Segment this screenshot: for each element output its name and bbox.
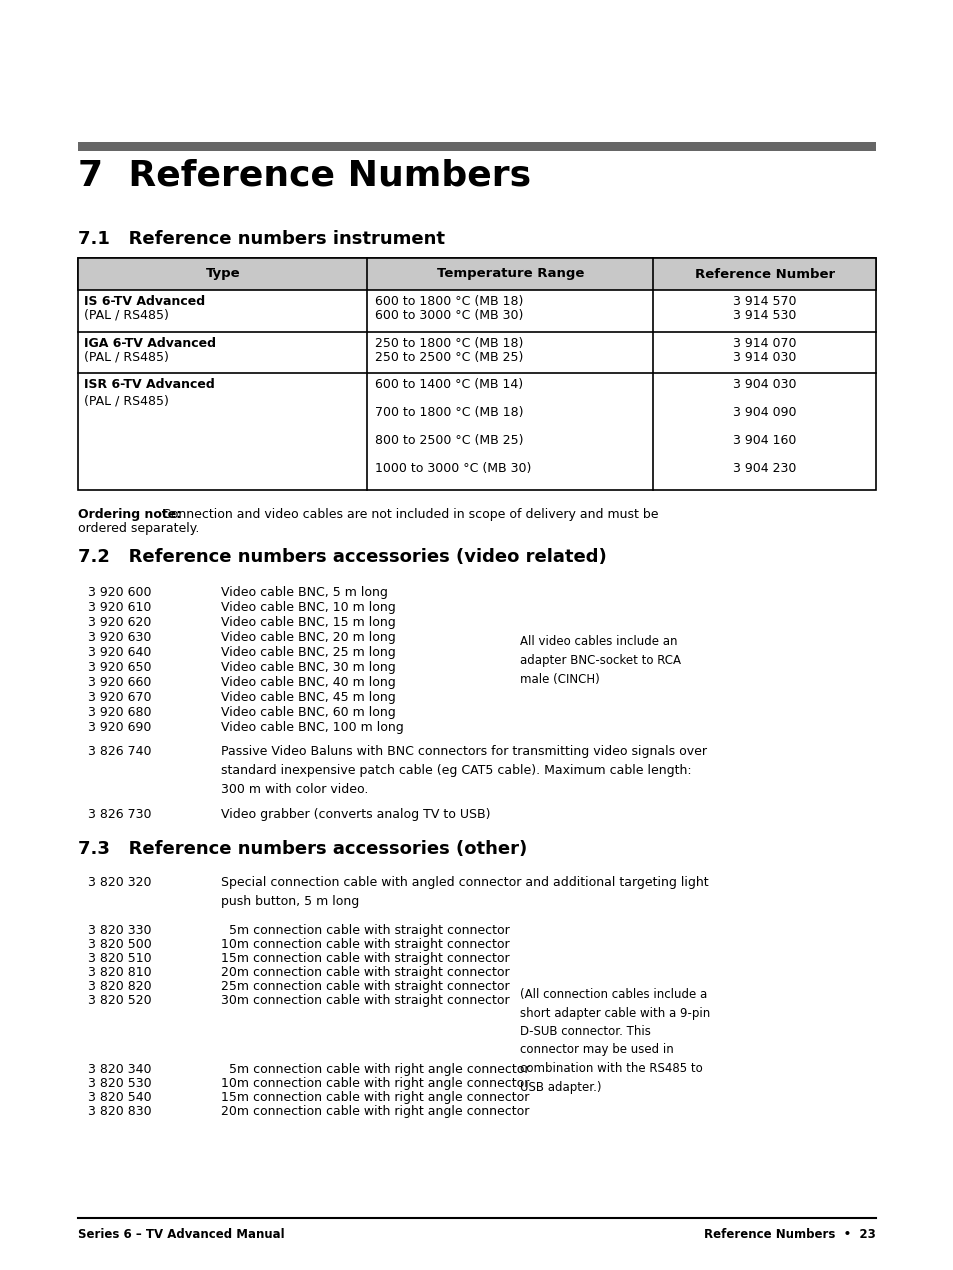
Text: 7.3   Reference numbers accessories (other): 7.3 Reference numbers accessories (other… [78, 839, 527, 859]
Text: 7.1   Reference numbers instrument: 7.1 Reference numbers instrument [78, 230, 445, 248]
Text: 3 914 070: 3 914 070 [732, 337, 796, 351]
Text: ISR 6-TV Advanced: ISR 6-TV Advanced [84, 378, 214, 391]
Text: 7.2   Reference numbers accessories (video related): 7.2 Reference numbers accessories (video… [78, 547, 606, 566]
Text: 800 to 2500 °C (MB 25): 800 to 2500 °C (MB 25) [375, 434, 523, 447]
Text: IS 6-TV Advanced: IS 6-TV Advanced [84, 295, 205, 309]
Text: 3 920 680: 3 920 680 [88, 706, 152, 719]
Text: ordered separately.: ordered separately. [78, 522, 199, 535]
Text: 3 914 030: 3 914 030 [732, 351, 796, 364]
Text: 600 to 1400 °C (MB 14): 600 to 1400 °C (MB 14) [375, 378, 523, 391]
Text: 20m connection cable with straight connector: 20m connection cable with straight conne… [221, 966, 510, 979]
Text: Video cable BNC, 30 m long: Video cable BNC, 30 m long [221, 660, 395, 674]
Text: 600 to 1800 °C (MB 18): 600 to 1800 °C (MB 18) [375, 295, 523, 309]
Text: 15m connection cable with straight connector: 15m connection cable with straight conne… [221, 952, 510, 965]
Text: Video cable BNC, 20 m long: Video cable BNC, 20 m long [221, 631, 395, 644]
Text: (All connection cables include a
short adapter cable with a 9-pin
D-SUB connecto: (All connection cables include a short a… [519, 988, 709, 1093]
Text: Video cable BNC, 10 m long: Video cable BNC, 10 m long [221, 601, 395, 613]
Text: 250 to 1800 °C (MB 18): 250 to 1800 °C (MB 18) [375, 337, 523, 351]
Text: 3 826 730: 3 826 730 [88, 808, 152, 820]
Text: Video cable BNC, 40 m long: Video cable BNC, 40 m long [221, 676, 395, 690]
Text: 3 920 670: 3 920 670 [88, 691, 152, 704]
Text: 3 820 540: 3 820 540 [88, 1091, 152, 1104]
Bar [78, 258, 875, 490]
Text: 3 826 740: 3 826 740 [88, 745, 152, 758]
Text: 250 to 2500 °C (MB 25): 250 to 2500 °C (MB 25) [375, 351, 523, 364]
Text: Video grabber (converts analog TV to USB): Video grabber (converts analog TV to USB… [221, 808, 490, 820]
Text: Connection and video cables are not included in scope of delivery and must be: Connection and video cables are not incl… [158, 508, 658, 521]
Text: (PAL / RS485): (PAL / RS485) [84, 309, 169, 323]
Text: 15m connection cable with right angle connector: 15m connection cable with right angle co… [221, 1091, 529, 1104]
Text: 25m connection cable with straight connector: 25m connection cable with straight conne… [221, 980, 510, 993]
Text: 3 920 660: 3 920 660 [88, 676, 151, 690]
Text: 3 920 640: 3 920 640 [88, 646, 151, 659]
Text: Type: Type [205, 268, 240, 281]
Text: 3 820 500: 3 820 500 [88, 939, 152, 951]
Text: Video cable BNC, 45 m long: Video cable BNC, 45 m long [221, 691, 395, 704]
Text: Reference Number: Reference Number [694, 268, 834, 281]
Text: IGA 6-TV Advanced: IGA 6-TV Advanced [84, 337, 216, 351]
Text: 1000 to 3000 °C (MB 30): 1000 to 3000 °C (MB 30) [375, 462, 531, 475]
Text: 30m connection cable with straight connector: 30m connection cable with straight conne… [221, 994, 510, 1007]
Text: 3 914 530: 3 914 530 [732, 309, 796, 323]
Text: 10m connection cable with right angle connector: 10m connection cable with right angle co… [221, 1077, 529, 1090]
Text: 5m connection cable with right angle connector: 5m connection cable with right angle con… [221, 1063, 529, 1076]
Text: 10m connection cable with straight connector: 10m connection cable with straight conne… [221, 939, 510, 951]
Text: (PAL / RS485): (PAL / RS485) [84, 351, 169, 364]
Text: Video cable BNC, 15 m long: Video cable BNC, 15 m long [221, 616, 395, 629]
Text: 3 904 160: 3 904 160 [732, 434, 796, 447]
Text: 3 904 090: 3 904 090 [732, 406, 796, 419]
Text: 7  Reference Numbers: 7 Reference Numbers [78, 157, 531, 192]
Text: 3 820 810: 3 820 810 [88, 966, 152, 979]
Text: 3 904 230: 3 904 230 [732, 462, 796, 475]
Text: 3 820 830: 3 820 830 [88, 1105, 152, 1118]
Text: 3 820 330: 3 820 330 [88, 925, 152, 937]
Text: 3 920 690: 3 920 690 [88, 721, 151, 734]
Text: 3 914 570: 3 914 570 [732, 295, 796, 309]
Text: Temperature Range: Temperature Range [436, 268, 583, 281]
Text: Video cable BNC, 5 m long: Video cable BNC, 5 m long [221, 585, 388, 599]
Text: Reference Numbers  •  23: Reference Numbers • 23 [703, 1228, 875, 1241]
Text: Passive Video Baluns with BNC connectors for transmitting video signals over
sta: Passive Video Baluns with BNC connectors… [221, 745, 706, 796]
Bar [78, 142, 875, 151]
Text: 3 904 030: 3 904 030 [732, 378, 796, 391]
Bar [78, 258, 875, 290]
Text: Video cable BNC, 60 m long: Video cable BNC, 60 m long [221, 706, 395, 719]
Text: 700 to 1800 °C (MB 18): 700 to 1800 °C (MB 18) [375, 406, 523, 419]
Text: (PAL / RS485): (PAL / RS485) [84, 394, 169, 406]
Text: Video cable BNC, 25 m long: Video cable BNC, 25 m long [221, 646, 395, 659]
Text: 5m connection cable with straight connector: 5m connection cable with straight connec… [221, 925, 510, 937]
Text: Series 6 – TV Advanced Manual: Series 6 – TV Advanced Manual [78, 1228, 285, 1241]
Text: 3 820 530: 3 820 530 [88, 1077, 152, 1090]
Text: Special connection cable with angled connector and additional targeting light
pu: Special connection cable with angled con… [221, 876, 708, 908]
Text: 3 920 620: 3 920 620 [88, 616, 151, 629]
Text: 3 820 340: 3 820 340 [88, 1063, 152, 1076]
Text: 20m connection cable with right angle connector: 20m connection cable with right angle co… [221, 1105, 529, 1118]
Text: 3 920 610: 3 920 610 [88, 601, 151, 613]
Text: Ordering note:: Ordering note: [78, 508, 181, 521]
Text: 600 to 3000 °C (MB 30): 600 to 3000 °C (MB 30) [375, 309, 523, 323]
Text: 3 920 630: 3 920 630 [88, 631, 151, 644]
Text: 3 920 650: 3 920 650 [88, 660, 152, 674]
Text: 3 820 520: 3 820 520 [88, 994, 152, 1007]
Text: 3 820 510: 3 820 510 [88, 952, 152, 965]
Text: All video cables include an
adapter BNC-socket to RCA
male (CINCH): All video cables include an adapter BNC-… [519, 635, 680, 686]
Text: 3 920 600: 3 920 600 [88, 585, 152, 599]
Text: Video cable BNC, 100 m long: Video cable BNC, 100 m long [221, 721, 404, 734]
Text: 3 820 820: 3 820 820 [88, 980, 152, 993]
Text: 3 820 320: 3 820 320 [88, 876, 152, 889]
